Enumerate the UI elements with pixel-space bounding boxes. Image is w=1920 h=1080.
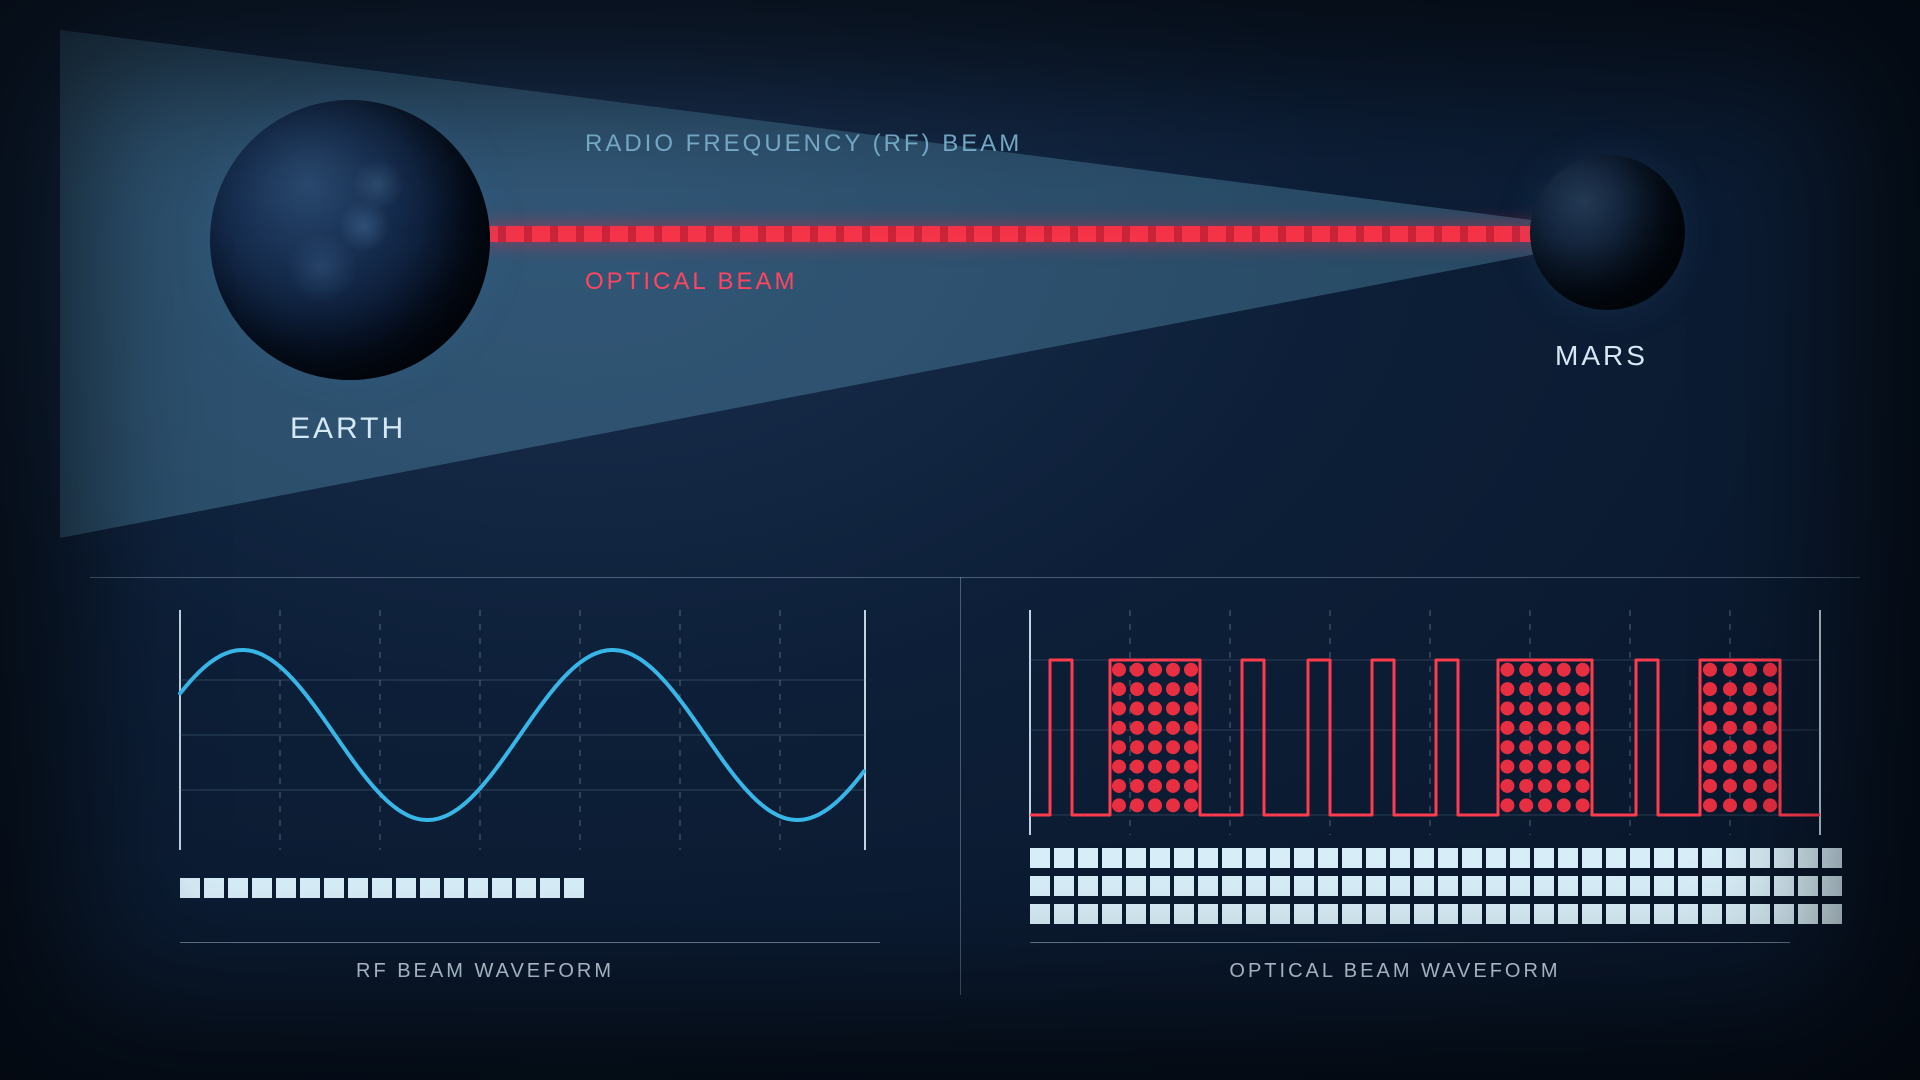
rf-waveform-panel: RF BEAM WAVEFORM: [90, 600, 920, 1000]
earth-label: EARTH: [290, 412, 406, 446]
optical-rule: [1030, 942, 1790, 943]
earth-planet: [210, 100, 490, 380]
rf-data-squares: [180, 878, 584, 898]
optical-beam-line: [480, 226, 1550, 242]
optical-waveform-caption: OPTICAL BEAM WAVEFORM: [1000, 960, 1790, 983]
optical-beam-label: OPTICAL BEAM: [585, 268, 797, 296]
vertical-divider: [960, 577, 961, 995]
mars-planet: [1530, 155, 1685, 310]
rf-beam-label: RADIO FREQUENCY (RF) BEAM: [585, 130, 1022, 158]
beam-comparison-diagram: RADIO FREQUENCY (RF) BEAM OPTICAL BEAM E…: [0, 0, 1920, 560]
rf-waveform-caption: RF BEAM WAVEFORM: [90, 960, 880, 983]
horizontal-divider: [90, 577, 1860, 578]
rf-rule: [180, 942, 880, 943]
rf-waveform-chart: [90, 600, 920, 860]
mars-label: MARS: [1555, 340, 1648, 372]
optical-waveform-panel: OPTICAL BEAM WAVEFORM: [1000, 600, 1830, 1000]
optical-waveform-chart: [1000, 600, 1830, 860]
